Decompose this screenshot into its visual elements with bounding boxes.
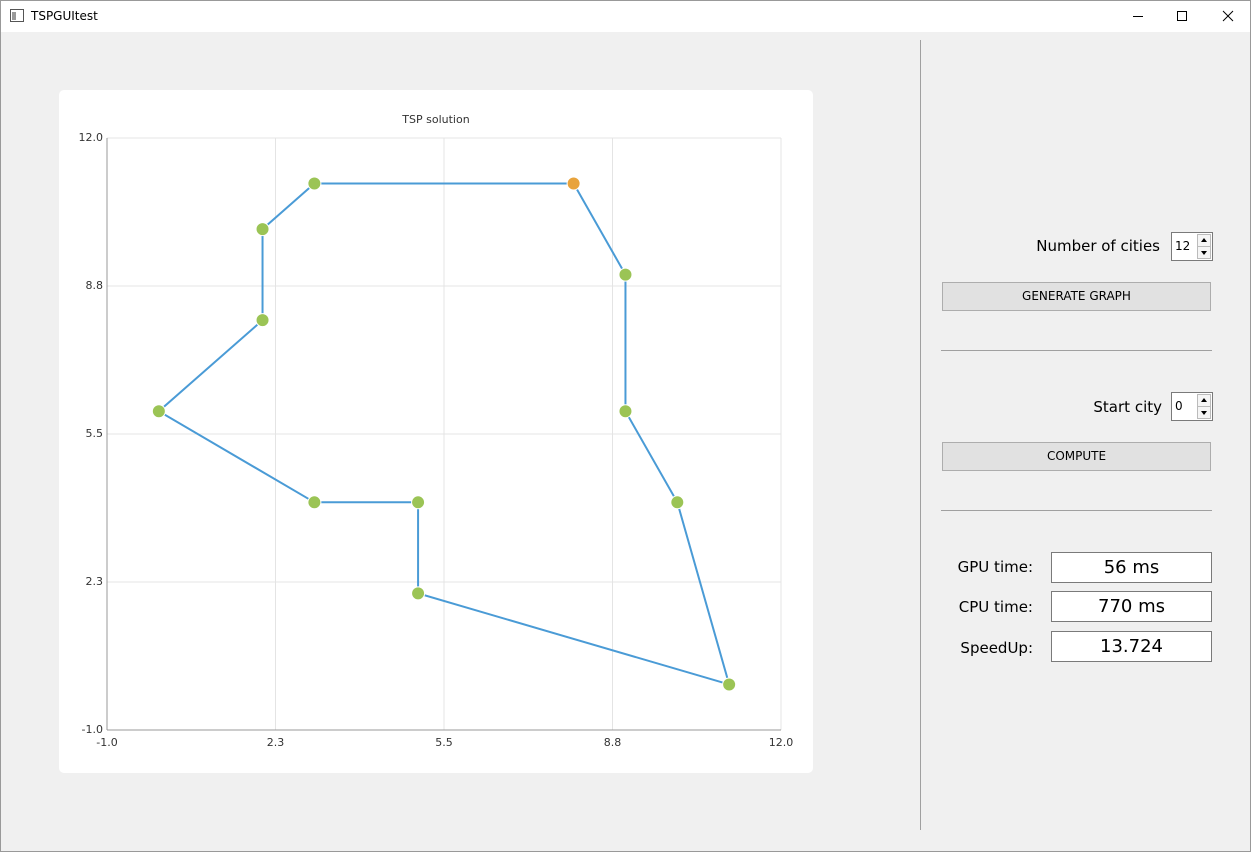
y-tick-label: -1.0: [82, 723, 103, 736]
maximize-button[interactable]: [1177, 11, 1187, 21]
gpu-output: 56 ms: [1051, 552, 1212, 583]
y-tick-label: 12.0: [79, 131, 104, 144]
cpu-label: CPU time:: [958, 598, 1033, 616]
separator: [941, 510, 1212, 511]
city-point: [307, 176, 322, 191]
city-point: [411, 495, 426, 510]
x-tick-label: -1.0: [96, 736, 117, 749]
spin-arrows[interactable]: [1197, 394, 1211, 419]
cities-value: 12: [1175, 239, 1191, 253]
start-city-point: [566, 176, 581, 191]
cities-spinbox[interactable]: 12: [1171, 232, 1213, 261]
separator: [941, 350, 1212, 351]
city-point: [307, 495, 322, 510]
x-tick-label: 12.0: [769, 736, 794, 749]
city-point: [670, 495, 685, 510]
speedup-label: SpeedUp:: [960, 639, 1033, 657]
close-button[interactable]: [1222, 10, 1234, 22]
city-point: [722, 677, 737, 692]
cpu-output: 770 ms: [1051, 591, 1212, 622]
chart-card: TSP solution -1.0 2.3 5.5 8.8 12.0 -1.0 2.3 5.5…: [59, 90, 813, 773]
gpu-label: GPU time:: [957, 558, 1033, 576]
y-tick-label: 8.8: [86, 279, 104, 292]
generate-button[interactable]: GENERATE GRAPH: [942, 282, 1211, 311]
speedup-output: 13.724: [1051, 631, 1212, 662]
chart-title: TSP solution: [401, 113, 469, 126]
city-point: [618, 267, 633, 282]
x-tick-label: 2.3: [267, 736, 285, 749]
start-spinbox[interactable]: 0: [1171, 392, 1213, 421]
city-point: [618, 404, 633, 419]
y-tick-label: 2.3: [86, 575, 104, 588]
start-label: Start city: [1093, 398, 1162, 416]
city-point: [151, 404, 166, 419]
divider: [920, 40, 921, 830]
window-buttons[interactable]: [1121, 1, 1250, 32]
city-point: [411, 586, 426, 601]
app-icon: [10, 9, 24, 22]
city-point: [255, 313, 270, 328]
city-point: [255, 222, 270, 237]
cities-label: Number of cities: [1036, 237, 1160, 255]
x-tick-label: 5.5: [435, 736, 453, 749]
spin-arrows[interactable]: [1197, 234, 1211, 259]
compute-button[interactable]: COMPUTE: [942, 442, 1211, 471]
x-tick-label: 8.8: [604, 736, 622, 749]
y-tick-label: 5.5: [86, 427, 104, 440]
chart: TSP solution -1.0 2.3 5.5 8.8 12.0 -1.0 2.3 5.5…: [79, 113, 794, 749]
window-title: TSPGUItest: [31, 9, 98, 23]
start-value: 0: [1175, 399, 1183, 413]
title-bar: TSPGUItest: [0, 0, 1251, 32]
